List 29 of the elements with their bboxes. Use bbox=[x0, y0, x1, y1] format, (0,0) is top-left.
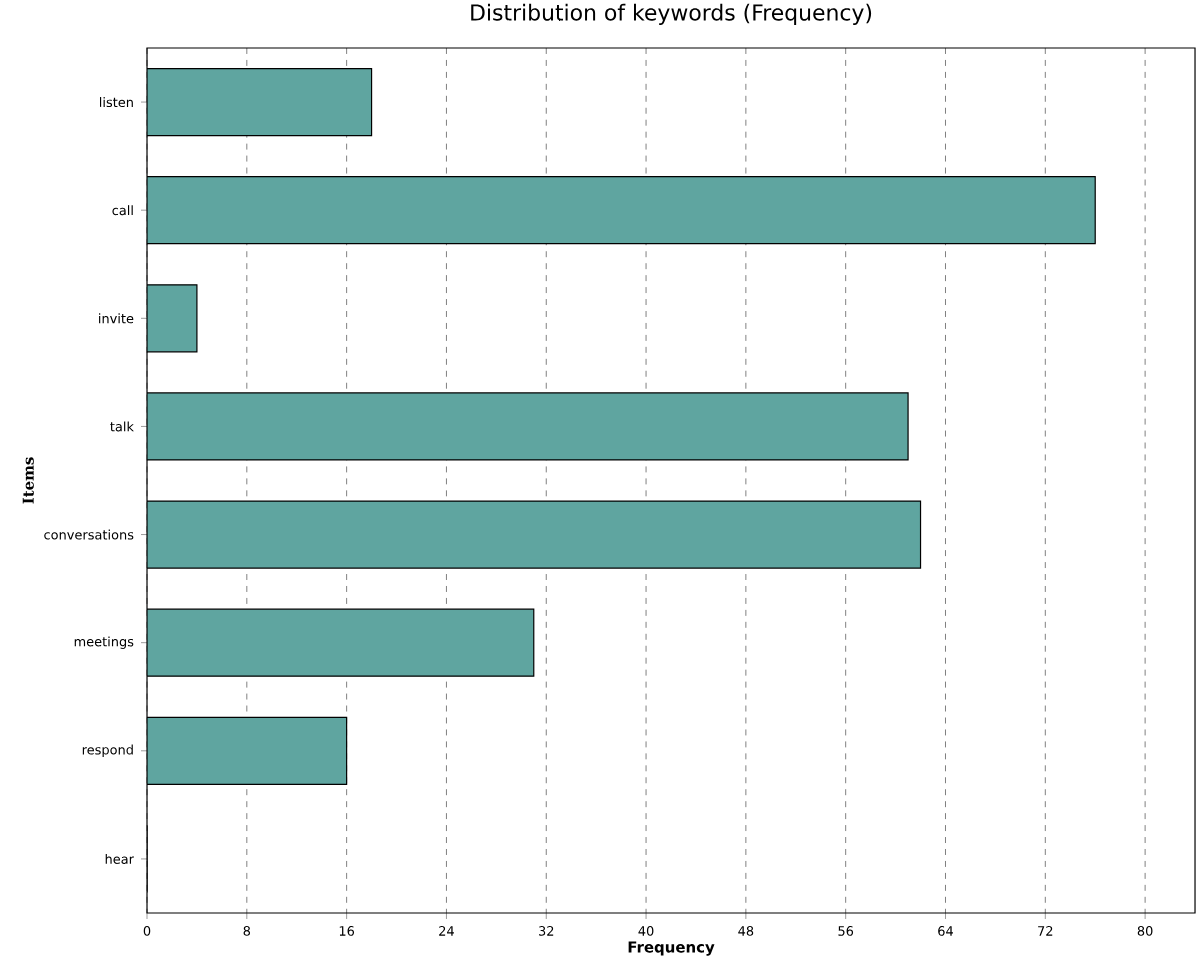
x-tick-label: 0 bbox=[143, 926, 151, 936]
x-axis-title: Frequency bbox=[628, 941, 715, 956]
bar bbox=[147, 500, 922, 569]
y-tick-label: meetings bbox=[74, 636, 134, 649]
bar bbox=[147, 608, 535, 677]
bar bbox=[147, 67, 373, 137]
bar bbox=[147, 284, 198, 353]
y-tick-label: respond bbox=[82, 744, 133, 758]
y-axis-title: Items bbox=[22, 457, 34, 504]
chart-title: Distribution of keywords (Frequency) bbox=[471, 3, 872, 25]
y-tick-label: conversations bbox=[44, 529, 134, 540]
y-tick-label: call bbox=[112, 205, 133, 216]
bar bbox=[147, 392, 909, 461]
x-tick-label: 8 bbox=[243, 926, 251, 936]
x-tick-label: 48 bbox=[738, 926, 754, 936]
x-tick-label: 24 bbox=[439, 926, 454, 936]
x-tick-label: 72 bbox=[1038, 926, 1053, 936]
x-tick-label: 32 bbox=[539, 926, 554, 936]
y-tick-label: invite bbox=[99, 313, 134, 324]
y-tick-label: hear bbox=[105, 853, 134, 864]
x-tick-label: 56 bbox=[838, 926, 854, 936]
y-tick-label: talk bbox=[110, 421, 134, 432]
x-tick-label: 64 bbox=[938, 926, 953, 936]
bar bbox=[147, 716, 348, 785]
x-tick-label: 16 bbox=[339, 926, 355, 936]
x-tick-label: 40 bbox=[638, 926, 654, 936]
y-tick-label: listen bbox=[99, 97, 133, 108]
bar bbox=[147, 176, 1096, 245]
x-tick-label: 80 bbox=[1137, 926, 1153, 936]
